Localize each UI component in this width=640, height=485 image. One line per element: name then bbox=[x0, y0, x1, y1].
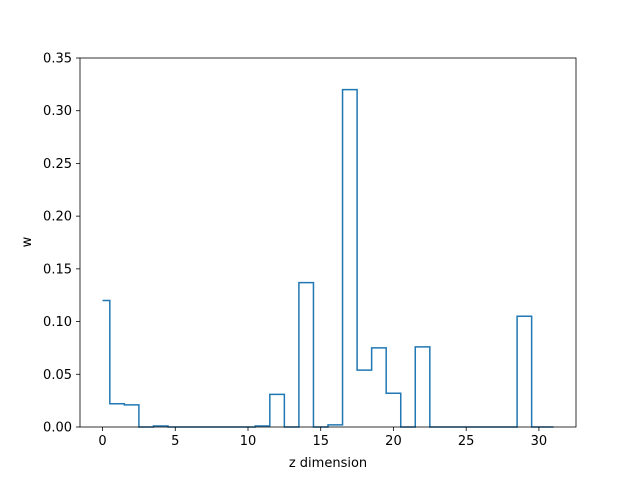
y-tick-label: 0.00 bbox=[43, 421, 72, 436]
x-tick-label: 25 bbox=[458, 434, 475, 449]
x-axis-ticks: 0 5 10 15 20 25 30 bbox=[98, 427, 547, 449]
y-axis-label: w bbox=[20, 236, 35, 247]
x-tick-label: 0 bbox=[98, 434, 106, 449]
y-tick-label: 0.25 bbox=[43, 157, 72, 172]
axes-frame bbox=[79, 57, 577, 428]
y-tick-label: 0.35 bbox=[43, 52, 72, 67]
x-tick-label: 15 bbox=[312, 434, 329, 449]
x-tick-label: 5 bbox=[171, 434, 179, 449]
y-tick-label: 0.20 bbox=[43, 210, 72, 225]
y-tick-label: 0.10 bbox=[43, 315, 72, 330]
x-axis-label: z dimension bbox=[289, 456, 367, 471]
plot-area bbox=[79, 57, 577, 428]
y-tick-label: 0.30 bbox=[43, 104, 72, 119]
x-tick-label: 30 bbox=[531, 434, 548, 449]
y-tick-label: 0.05 bbox=[43, 368, 72, 383]
x-tick-label: 10 bbox=[240, 434, 257, 449]
y-axis-ticks: 0.00 0.05 0.10 0.15 0.20 0.25 0.30 0.35 bbox=[43, 52, 80, 436]
x-tick-label: 20 bbox=[385, 434, 402, 449]
y-tick-label: 0.15 bbox=[43, 262, 72, 277]
